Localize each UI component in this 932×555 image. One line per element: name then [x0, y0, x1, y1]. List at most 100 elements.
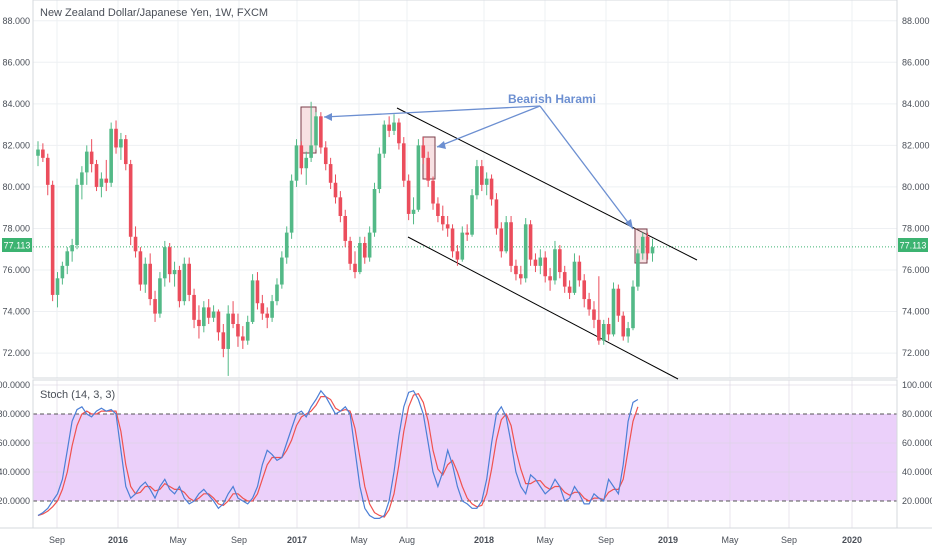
candle[interactable] — [202, 301, 206, 333]
stoch-d-line[interactable] — [37, 392, 639, 518]
candle[interactable] — [328, 157, 333, 189]
candle[interactable] — [226, 305, 231, 376]
candle[interactable] — [533, 253, 538, 273]
candle[interactable] — [123, 135, 128, 171]
candle[interactable] — [299, 141, 304, 175]
candle[interactable] — [84, 145, 89, 185]
candle[interactable] — [304, 151, 309, 185]
annotation-label[interactable]: Bearish Harami — [508, 92, 596, 106]
candle[interactable] — [109, 122, 113, 187]
candle[interactable] — [406, 174, 411, 221]
candle[interactable] — [645, 232, 650, 260]
candle[interactable] — [80, 166, 84, 200]
candle[interactable] — [221, 324, 226, 358]
candle[interactable] — [163, 240, 167, 287]
candle[interactable] — [231, 301, 235, 329]
candle[interactable] — [167, 243, 172, 283]
candle[interactable] — [55, 272, 60, 308]
candle[interactable] — [216, 309, 221, 341]
candle[interactable] — [387, 116, 391, 138]
candle[interactable] — [416, 139, 421, 212]
candle[interactable] — [192, 288, 196, 329]
candle[interactable] — [436, 197, 440, 223]
candle[interactable] — [236, 313, 240, 347]
candle[interactable] — [250, 274, 255, 324]
candle[interactable] — [294, 139, 299, 187]
candle[interactable] — [309, 101, 313, 162]
candle[interactable] — [323, 141, 328, 171]
candle[interactable] — [460, 226, 465, 262]
candle[interactable] — [480, 159, 484, 192]
candle[interactable] — [367, 226, 372, 262]
candle[interactable] — [362, 236, 367, 264]
candle[interactable] — [504, 216, 508, 254]
candle[interactable] — [89, 139, 94, 173]
candle[interactable] — [260, 294, 265, 320]
candle[interactable] — [426, 151, 430, 187]
harami-box-1[interactable] — [300, 106, 317, 154]
candle[interactable] — [241, 326, 245, 349]
candle[interactable] — [411, 197, 416, 225]
candle[interactable] — [514, 259, 518, 281]
candle[interactable] — [475, 159, 479, 200]
candle[interactable] — [187, 257, 191, 302]
candle[interactable] — [94, 159, 99, 192]
candle[interactable] — [211, 305, 216, 322]
candle[interactable] — [60, 261, 65, 285]
candle[interactable] — [104, 159, 109, 192]
candle[interactable] — [206, 299, 211, 324]
candle[interactable] — [494, 193, 499, 235]
candle[interactable] — [558, 245, 562, 279]
candle[interactable] — [616, 284, 621, 322]
candle[interactable] — [445, 216, 450, 237]
candle[interactable] — [587, 292, 591, 316]
candle[interactable] — [455, 245, 460, 266]
candle[interactable] — [392, 114, 396, 135]
candle[interactable] — [343, 209, 348, 248]
candle[interactable] — [548, 267, 552, 291]
candle[interactable] — [582, 274, 587, 308]
channel-lower-line[interactable] — [407, 236, 679, 380]
candle[interactable] — [65, 247, 70, 275]
candle[interactable] — [450, 224, 455, 258]
candle[interactable] — [431, 176, 435, 210]
candle[interactable] — [465, 224, 469, 241]
candle[interactable] — [611, 282, 616, 337]
candle[interactable] — [197, 305, 201, 339]
candle[interactable] — [606, 317, 611, 341]
candle[interactable] — [397, 118, 401, 150]
candle[interactable] — [333, 174, 338, 204]
candle[interactable] — [636, 249, 640, 291]
candle[interactable] — [99, 172, 104, 198]
candle[interactable] — [45, 153, 50, 196]
candle[interactable] — [489, 174, 494, 206]
candle[interactable] — [577, 255, 582, 287]
candle[interactable] — [484, 172, 489, 196]
candle[interactable] — [650, 238, 655, 262]
candle[interactable] — [597, 276, 601, 345]
candle[interactable] — [70, 238, 74, 262]
candle[interactable] — [319, 112, 323, 154]
candle[interactable] — [621, 311, 626, 341]
candle[interactable] — [348, 236, 352, 270]
candle[interactable] — [172, 261, 177, 287]
candle[interactable] — [440, 205, 445, 231]
candle[interactable] — [382, 120, 387, 158]
candle[interactable] — [553, 240, 557, 285]
candle[interactable] — [245, 315, 250, 345]
candle[interactable] — [372, 182, 377, 237]
candle[interactable] — [177, 265, 182, 308]
candle[interactable] — [119, 132, 123, 160]
candle[interactable] — [36, 141, 40, 167]
candle[interactable] — [519, 265, 523, 285]
candle[interactable] — [148, 253, 152, 306]
candle[interactable] — [401, 137, 406, 187]
candle[interactable] — [265, 307, 270, 329]
candle[interactable] — [50, 180, 55, 302]
candle[interactable] — [182, 257, 187, 306]
candle[interactable] — [138, 247, 143, 291]
candle[interactable] — [626, 321, 630, 343]
candle[interactable] — [338, 191, 343, 223]
candle[interactable] — [538, 249, 543, 275]
